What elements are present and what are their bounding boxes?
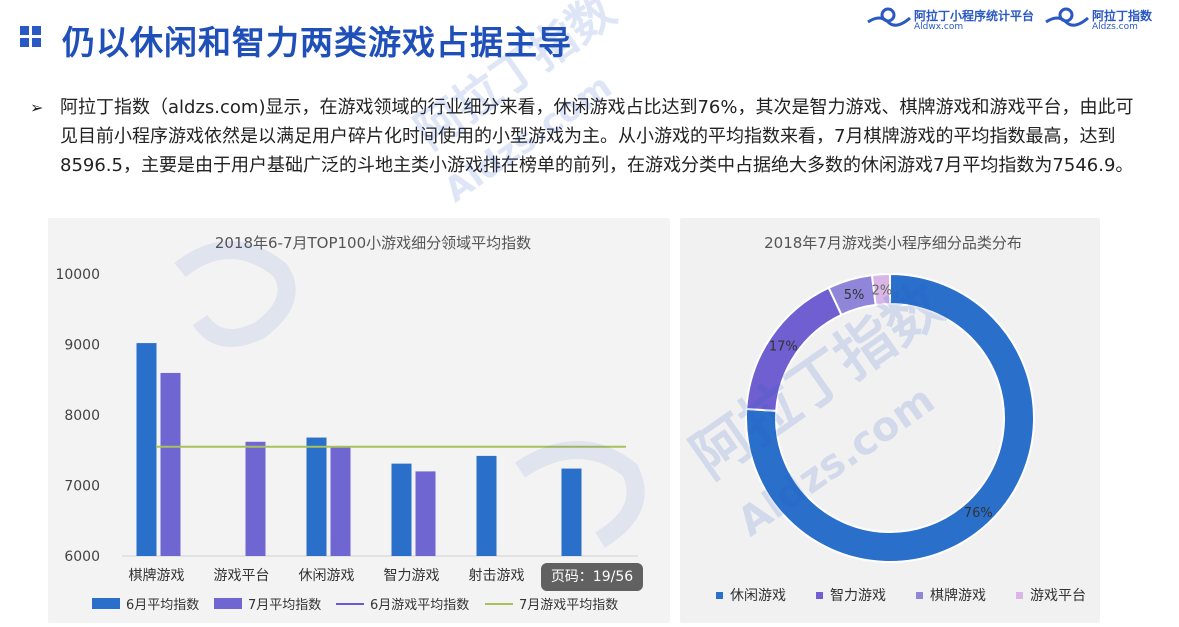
x-tick-label: 射击游戏 — [469, 568, 525, 584]
page-indicator: 页码：19/56 — [541, 563, 643, 591]
bar-june — [391, 463, 412, 556]
summary-paragraph: 阿拉丁指数（aldzs.com)显示，在游戏领域的行业细分来看，休闲游戏占比达到… — [60, 97, 1134, 176]
donut-slice — [745, 272, 1035, 563]
grid-icon — [20, 26, 42, 48]
legend-label: 7月游戏平均指数 — [519, 598, 618, 613]
y-tick-label: 7000 — [64, 479, 100, 495]
legend-swatch — [916, 592, 923, 599]
brand-aldwx: 阿拉丁小程序统计平台 Aldwx.com — [866, 4, 1036, 36]
bullet-arrow-icon: ➢ — [30, 98, 44, 117]
bar-june — [561, 468, 582, 556]
legend-label: 6月游戏平均指数 — [370, 598, 469, 613]
bar-june — [476, 455, 497, 556]
bar-chart: 2018年6-7月TOP100小游戏细分领域平均指数 10000 9000 8000 7… — [55, 234, 638, 613]
title-bar: 仍以休闲和智力两类游戏占据主导 阿拉丁小程序统计平台 Aldwx.com 阿拉丁… — [0, 0, 1179, 88]
donut-chart: 2018年7月游戏类小程序细分品类分布 76% 17% 5% 2% 休闲游戏 智力游戏 棋牌游… — [716, 234, 1086, 604]
legend-label: 智力游戏 — [830, 588, 886, 604]
legend-label: 6月平均指数 — [126, 598, 199, 613]
donut-chart-panel: 2018年7月游戏类小程序细分品类分布 76% 17% 5% 2% 休闲游戏 智力游戏 棋牌游… — [680, 218, 1100, 623]
x-tick-label: 棋牌游戏 — [129, 567, 185, 584]
legend-swatch — [214, 598, 242, 609]
chart-title: 2018年6-7月TOP100小游戏细分领域平均指数 — [215, 234, 531, 252]
slice-label: 17% — [769, 339, 798, 354]
brand-name: 阿拉丁小程序统计平台 — [914, 9, 1035, 23]
legend-swatch — [92, 598, 120, 609]
legend-swatch — [1016, 592, 1023, 599]
bar-july — [330, 446, 351, 556]
slice-label: 2% — [872, 283, 893, 298]
bar-july — [245, 441, 266, 556]
chart-title: 2018年7月游戏类小程序细分品类分布 — [764, 234, 1022, 252]
legend-label: 休闲游戏 — [730, 588, 786, 604]
brand-url: Aldzs.com — [1092, 22, 1138, 32]
y-tick-label: 8000 — [64, 408, 100, 424]
brand-logo-icon — [1045, 7, 1089, 27]
y-tick-label: 10000 — [55, 267, 100, 283]
bar-june — [306, 437, 327, 556]
brand-name: 阿拉丁指数 — [1092, 9, 1153, 23]
legend-swatch — [716, 592, 723, 599]
bar-july — [160, 372, 181, 556]
legend-swatch — [816, 592, 823, 599]
x-tick-label: 智力游戏 — [384, 568, 440, 584]
y-tick-label: 6000 — [64, 549, 100, 565]
x-tick-label: 游戏平台 — [214, 568, 270, 584]
slice-label: 76% — [964, 506, 993, 521]
legend-label: 游戏平台 — [1030, 588, 1086, 604]
donut-slice — [870, 272, 891, 307]
brand-logo-icon — [867, 7, 911, 27]
y-tick-label: 9000 — [64, 338, 100, 354]
bar-july — [415, 471, 436, 556]
bar-chart-panel: 2018年6-7月TOP100小游戏细分领域平均指数 10000 9000 8000 7… — [48, 218, 670, 623]
page-title: 仍以休闲和智力两类游戏占据主导 — [62, 23, 572, 62]
x-tick-label: 休闲游戏 — [299, 568, 355, 584]
slice-label: 5% — [844, 288, 865, 303]
legend-label: 棋牌游戏 — [930, 587, 986, 604]
brand-url: Aldwx.com — [914, 22, 964, 32]
brand-aldzs: 阿拉丁指数 Aldzs.com — [1044, 4, 1174, 36]
legend-label: 7月平均指数 — [248, 598, 321, 613]
bar-june — [136, 343, 157, 556]
